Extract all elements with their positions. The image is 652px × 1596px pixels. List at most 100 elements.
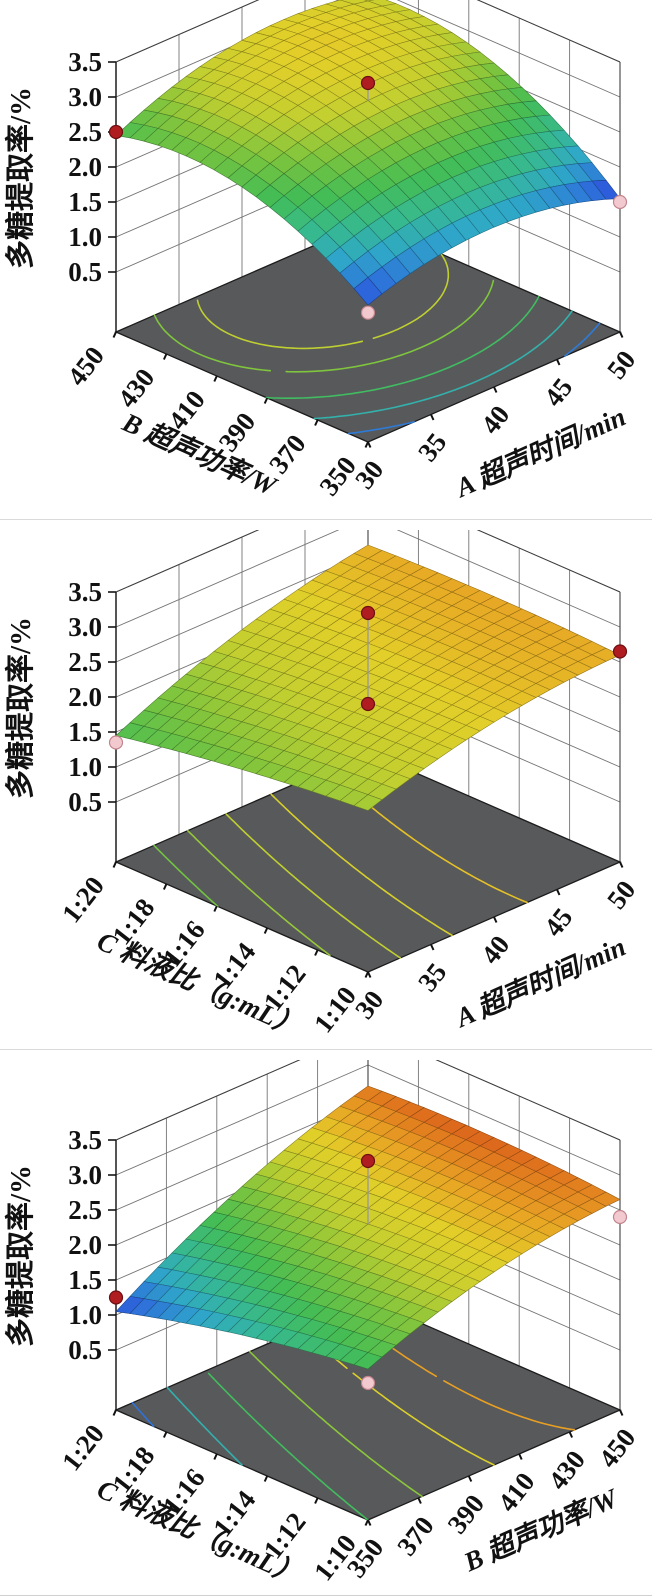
- z-tick-label: 0.5: [68, 257, 102, 287]
- floor-contour-line: [248, 1350, 423, 1498]
- surface-chart-canvas-1: 0.51.01.52.02.53.03.5多糖提取率/%350370390410…: [3, 0, 641, 504]
- design-points: [108, 1153, 628, 1391]
- z-tick-label: 1.0: [68, 752, 102, 782]
- z-tick-label: 2.5: [68, 647, 102, 677]
- floor-contour-line: [265, 295, 540, 399]
- right-axis-tick: [417, 1497, 422, 1504]
- right-axis-tick: [367, 441, 372, 448]
- z-tick-label: 3.0: [68, 82, 102, 112]
- right-axis-title: B 超声功率/W: [459, 1482, 624, 1577]
- plot-3d-group: 0.51.01.52.02.53.03.5多糖提取率/%1:101:121:14…: [3, 530, 641, 1040]
- z-tick-label: 1.5: [68, 187, 102, 217]
- design-point-below: [108, 735, 124, 750]
- design-points: [108, 605, 628, 750]
- floor-contour-line: [207, 1372, 369, 1521]
- plot-3d-group: 0.51.01.52.02.53.03.5多糖提取率/%350370390410…: [3, 0, 641, 504]
- right-axis-tick-label: 45: [538, 372, 578, 412]
- right-axis-tick: [619, 1409, 624, 1416]
- floor-contour-line: [270, 793, 453, 937]
- z-axis: 0.5 1.0 1.5 2.0 2.5 3.0 3.5 多糖提取率/%: [3, 47, 117, 332]
- z-tick-label: 2.0: [68, 1230, 102, 1260]
- right-axis-tick-label: 370: [391, 1511, 440, 1561]
- left-axis-tick: [263, 397, 269, 404]
- left-axis-tick-label: 430: [112, 363, 161, 413]
- z-tick-label: 2.0: [68, 682, 102, 712]
- box-top-rim: [115, 1060, 301, 1141]
- right-axis-tick: [367, 971, 372, 978]
- z-tick-label: 0.5: [68, 1335, 102, 1365]
- left-axis-tick: [314, 419, 319, 426]
- right-axis-tick-label: 35: [412, 957, 452, 997]
- design-point-below: [612, 194, 628, 210]
- design-point-above: [612, 644, 628, 659]
- floor-contour-line: [153, 279, 495, 373]
- right-axis-tick-label: 30: [349, 455, 389, 495]
- box-top-rim: [476, 0, 621, 63]
- left-axis-tick: [112, 331, 117, 338]
- z-axis: 0.5 1.0 1.5 2.0 2.5 3.0 3.5 多糖提取率/%: [3, 577, 117, 862]
- z-tick-label: 3.5: [68, 47, 102, 77]
- right-axis-tick: [556, 889, 561, 896]
- surface-quad: [353, 1352, 383, 1370]
- right-axis-tick: [568, 1431, 574, 1438]
- floor-contour-line: [166, 1386, 243, 1466]
- design-point-below: [612, 1209, 628, 1225]
- panel-separator: [0, 1040, 652, 1060]
- floor-contour-line: [153, 844, 219, 908]
- left-axis-tick: [263, 927, 269, 934]
- surface-quad: [353, 277, 383, 306]
- right-axis-tick: [518, 1453, 523, 1460]
- wall-gridline-z: [115, 1064, 369, 1176]
- z-tick-label: 1.5: [68, 1265, 102, 1295]
- z-tick-label: 3.5: [68, 1125, 102, 1155]
- left-axis-tick-label: 1:20: [56, 871, 110, 928]
- z-axis-title: 多糖提取率/%: [3, 87, 37, 269]
- surface-quad: [353, 794, 383, 811]
- right-axis-tick-label: 50: [601, 345, 641, 385]
- right-axis-tick: [467, 1475, 473, 1482]
- box-top-rim: [115, 530, 260, 593]
- design-point-above: [108, 1290, 124, 1305]
- right-axis-tick: [556, 359, 561, 366]
- surface-plot-time-power: 0.5 1.0 1.5 2.0 2.5 3.0 3.5 多糖提取率/% 350 370 390 410…: [0, 0, 652, 510]
- plot-3d-group: 0.51.01.52.02.53.03.5多糖提取率/%1:101:121:14…: [3, 1060, 641, 1591]
- design-point-below: [360, 305, 376, 320]
- right-axis-tick-label: 410: [492, 1467, 541, 1517]
- box-top-rim: [476, 530, 621, 593]
- z-axis-title: 多糖提取率/%: [3, 617, 37, 799]
- left-axis-tick: [162, 1431, 168, 1438]
- design-point-above: [360, 1153, 376, 1169]
- z-tick-label: 1.5: [68, 717, 102, 747]
- right-axis-tick: [619, 331, 624, 338]
- right-axis-tick-label: 430: [542, 1445, 591, 1495]
- design-points: [108, 75, 628, 320]
- right-axis-tick-label: 30: [349, 985, 389, 1025]
- design-point-below: [360, 1375, 376, 1391]
- left-axis-tick: [314, 1497, 319, 1504]
- z-tick-label: 1.0: [68, 222, 102, 252]
- left-axis-title: B 超声功率/W: [117, 407, 282, 502]
- floor-contour-line: [187, 829, 331, 957]
- left-axis-tick: [162, 883, 168, 890]
- right-axis-tick: [430, 944, 435, 951]
- design-point-above: [108, 124, 124, 140]
- z-tick-label: 2.5: [68, 117, 102, 147]
- z-tick-label: 3.0: [68, 1160, 102, 1190]
- surface-chart-canvas-2: 0.51.01.52.02.53.03.5多糖提取率/%1:101:121:14…: [3, 530, 641, 1040]
- z-tick-label: 3.0: [68, 612, 102, 642]
- right-axis-title: A 超声时间/min: [449, 401, 630, 503]
- wall-gridline-z: [396, 0, 621, 98]
- z-tick-label: 1.0: [68, 1300, 102, 1330]
- response-surface: [115, 0, 621, 306]
- right-axis-tick: [430, 414, 435, 421]
- right-axis-tick-label: 35: [412, 427, 452, 467]
- response-surface: [115, 544, 621, 811]
- box-top-rim: [115, 0, 260, 63]
- panel-separator: [0, 510, 652, 530]
- right-axis-tick-label: 450: [593, 1423, 642, 1473]
- z-tick-label: 2.5: [68, 1195, 102, 1225]
- right-axis-tick-label: 390: [442, 1489, 491, 1539]
- left-axis-tick: [213, 375, 218, 382]
- left-axis-tick: [213, 1453, 218, 1460]
